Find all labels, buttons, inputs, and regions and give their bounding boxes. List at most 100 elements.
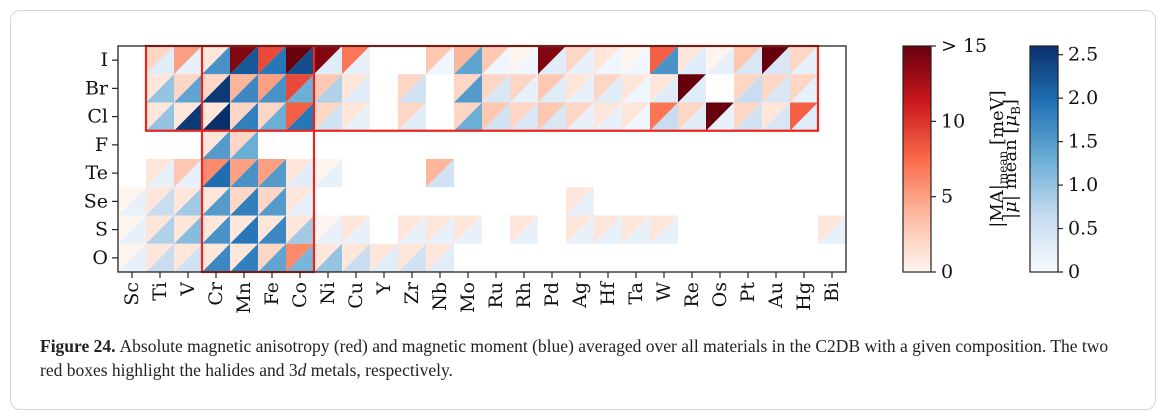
cell-mu-Se-Ag [566, 187, 594, 216]
cell-mu-Br-Pt [734, 74, 762, 103]
cell-mu-O-Ti [146, 243, 174, 272]
cbmu-ticks-label: 0.5 [1068, 218, 1098, 240]
cell-mu-Cl-Zr [398, 102, 426, 131]
cell-mu-Se-V [174, 187, 202, 216]
cell-mu-I-Nb [426, 46, 454, 75]
cell-mu-Te-Ni [314, 159, 342, 188]
cell-mu-Te-Cr [202, 159, 230, 188]
cell-mu-Te-Ti [146, 159, 174, 188]
cell-mu-I-V [174, 46, 202, 75]
cell-mu-Br-Ta [622, 74, 650, 103]
cell-mu-I-Ag [566, 46, 594, 75]
cell-mu-I-Cr [202, 46, 230, 75]
cell-mu-Br-Fe [258, 74, 286, 103]
cbmu-ticks-label: 1.5 [1068, 131, 1098, 153]
cell-mu-S-Mn [230, 215, 258, 244]
x-tick-label-Hg: Hg [793, 282, 815, 311]
cell-mu-I-Mo [454, 46, 482, 75]
cell-mu-I-Ta [622, 46, 650, 75]
y-tick-label-I: I [100, 49, 108, 71]
cell-mu-Cl-Ti [146, 102, 174, 131]
x-tick-label-Ni: Ni [317, 282, 339, 305]
cell-mu-Cl-Cu [342, 102, 370, 131]
cell-mu-I-Re [678, 46, 706, 75]
plot-frame [117, 45, 847, 273]
cell-mu-I-Hf [594, 46, 622, 75]
x-tick-label-Hf: Hf [597, 280, 619, 306]
x-tick-label-Re: Re [681, 282, 703, 308]
x-tick-label-Rh: Rh [513, 282, 535, 309]
cell-mu-I-Ti [146, 46, 174, 75]
caption-italic: d [297, 360, 307, 380]
cell-mu-Cl-Ta [622, 102, 650, 131]
caption-label: Figure 24. [40, 336, 116, 356]
cell-mu-O-Ni [314, 243, 342, 272]
cell-mu-Se-Co [286, 187, 314, 216]
cell-mu-S-Nb [426, 215, 454, 244]
cell-mu-Te-Co [286, 159, 314, 188]
y-tick-label-F: F [95, 134, 108, 156]
cell-mu-Br-Mo [454, 74, 482, 103]
cell-mu-S-Fe [258, 215, 286, 244]
cell-mu-Cl-Ag [566, 102, 594, 131]
cbmu-ticks-label: 0 [1068, 261, 1080, 283]
colorbar-ma: 0 5 10 > 15 |MA|mean [meV] [902, 35, 1010, 283]
cell-mu-Se-Fe [258, 187, 286, 216]
cell-mu-I-Os [706, 46, 734, 75]
cell-mu-Br-Hf [594, 74, 622, 103]
cell-mu-I-Pd [538, 46, 566, 75]
x-tick-label-Ag: Ag [569, 282, 591, 309]
caption-text-end: metals, respectively. [306, 360, 453, 380]
cell-mu-Se-Ti [146, 187, 174, 216]
cell-mu-Te-Nb [426, 159, 454, 188]
cell-mu-S-Ti [146, 215, 174, 244]
cell-mu-O-Y [370, 243, 398, 272]
cell-mu-F-Cr [202, 130, 230, 159]
cell-mu-Cl-Mo [454, 102, 482, 131]
cell-mu-Se-Sc [118, 187, 146, 216]
cell-mu-Te-Fe [258, 159, 286, 188]
cell-mu-I-Rh [510, 46, 538, 75]
cell-mu-O-Zr [398, 243, 426, 272]
x-tick-label-Au: Au [765, 282, 787, 309]
cell-mu-S-V [174, 215, 202, 244]
cell-mu-Br-Ag [566, 74, 594, 103]
cell-mu-Br-Cu [342, 74, 370, 103]
cbma-ticks-label: 10 [941, 110, 965, 132]
cell-mu-O-Co [286, 243, 314, 272]
cell-mu-S-Ta [622, 215, 650, 244]
cell-mu-Cl-Co [286, 102, 314, 131]
cbmu-ticks-label: 2.5 [1068, 44, 1098, 66]
cell-mu-Br-Rh [510, 74, 538, 103]
cell-mu-O-Cr [202, 243, 230, 272]
colorbar-mu: 0 0.5 1.0 1.5 2.0 2.5 |μ| mean [μB] [1000, 44, 1098, 283]
cell-mu-Br-Au [762, 74, 790, 103]
cell-mu-S-Sc [118, 215, 146, 244]
cell-mu-I-Pt [734, 46, 762, 75]
cell-mu-O-Mn [230, 243, 258, 272]
cell-mu-Br-V [174, 74, 202, 103]
x-tick-label-Ta: Ta [625, 282, 647, 305]
x-tick-label-Ru: Ru [485, 282, 507, 309]
cell-mu-I-Fe [258, 46, 286, 75]
cbma-ticks-label: 0 [941, 261, 953, 283]
cbma-ticks-label: 5 [941, 186, 953, 208]
x-tick-label-Fe: Fe [261, 282, 283, 305]
cell-mu-F-Mn [230, 130, 258, 159]
cell-mu-I-Co [286, 46, 314, 75]
cell-mu-S-Hf [594, 215, 622, 244]
cell-mu-Br-Pd [538, 74, 566, 103]
x-tick-label-Cu: Cu [345, 282, 367, 309]
cell-mu-I-Au [762, 46, 790, 75]
x-tick-label-V: V [177, 282, 199, 297]
cell-mu-Br-Re [678, 74, 706, 103]
x-tick-label-Zr: Zr [401, 281, 423, 304]
cell-mu-Cl-Hf [594, 102, 622, 131]
cell-mu-O-V [174, 243, 202, 272]
cell-mu-Br-Hg [790, 74, 818, 103]
cell-mu-O-Sc [118, 243, 146, 272]
cell-mu-I-Mn [230, 46, 258, 75]
cell-mu-Cl-Ni [314, 102, 342, 131]
cell-mu-Se-Cr [202, 187, 230, 216]
x-tick-label-Mn: Mn [233, 282, 255, 314]
